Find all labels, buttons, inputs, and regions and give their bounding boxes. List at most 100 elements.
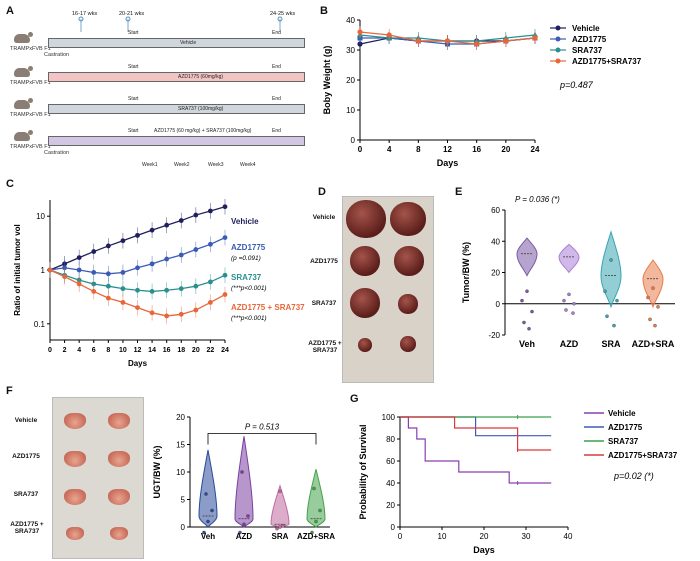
data-point: [149, 227, 155, 233]
data-point: [222, 235, 228, 241]
data-point: [193, 212, 199, 218]
tumor: [346, 200, 386, 238]
data-point: [193, 247, 199, 252]
data-point: [91, 270, 97, 275]
data-point: [193, 283, 199, 289]
mouse-icon: [14, 98, 33, 109]
timepoint-1: 16-17 wks: [72, 11, 98, 17]
x-tick-label: AZD: [236, 532, 253, 541]
mouse-icon: [14, 66, 33, 77]
legend-label: Vehicle: [608, 409, 636, 418]
legend-label: SRA737: [608, 437, 639, 446]
survival-curve: [400, 416, 552, 484]
y-axis-label: Tumor/BW (%): [461, 242, 471, 303]
series-p-value: (***p<0.001): [231, 285, 267, 292]
data-point: [242, 522, 246, 527]
legend-label: AZD1775+SRA737: [572, 57, 642, 66]
x-tick-label: 16: [163, 347, 171, 354]
x-tick-label: 10: [438, 532, 447, 541]
data-point: [120, 286, 126, 292]
data-point: [314, 519, 318, 524]
panel-d-tumor-photos: Vehicle AZD1775 SRA737 AZD1775 + SRA737: [308, 196, 434, 383]
data-point: [208, 241, 213, 247]
data-point: [567, 292, 571, 297]
start-label: Start: [128, 64, 139, 70]
data-point: [164, 313, 170, 319]
panel-label-e: E: [455, 186, 463, 198]
legend-label: Vehicle: [572, 24, 600, 33]
y-tick-label: 60: [386, 457, 395, 466]
p-value: P = 0.513: [245, 423, 280, 432]
significance-bracket: [207, 433, 317, 445]
data-point: [275, 526, 279, 531]
y-tick-label: 80: [386, 435, 395, 444]
y-tick-label: 0: [496, 300, 501, 309]
treatment-bar: [48, 136, 305, 146]
data-point: [105, 271, 111, 277]
x-tick-label: 14: [148, 347, 156, 354]
x-axis-label: Days: [128, 359, 148, 368]
x-tick-label: Veh: [519, 339, 535, 349]
x-tick-label: 4: [387, 145, 392, 154]
data-point: [135, 287, 140, 293]
data-point: [178, 218, 184, 223]
y-tick-label: -20: [488, 331, 500, 340]
y-tick-label: 0: [351, 136, 356, 145]
legend-label: AZD1775: [572, 35, 607, 44]
violin: [198, 449, 218, 528]
data-point: [562, 298, 566, 303]
x-tick-label: 10: [119, 347, 127, 354]
x-tick-label: 0: [358, 145, 363, 154]
data-point: [120, 238, 126, 244]
data-point: [312, 486, 316, 491]
legend-marker: [555, 25, 561, 31]
x-tick-label: 20: [501, 145, 510, 154]
data-point: [564, 308, 568, 312]
legend-label: AZD1775: [608, 423, 643, 432]
data-point: [135, 265, 140, 271]
tumor: [358, 338, 372, 352]
data-point: [386, 32, 392, 38]
mouse-label: TRAMPxFVB F1: [10, 144, 51, 150]
end-label: End: [272, 128, 281, 134]
x-tick-label: SRA: [272, 532, 289, 541]
photo-row-label: AZD1775: [310, 258, 338, 265]
data-point: [615, 298, 619, 303]
treatment-label: Vehicle: [180, 40, 197, 46]
p-value: P = 0.036 (*): [515, 195, 560, 204]
photo-row-label: Vehicle: [312, 214, 336, 221]
x-tick-label: 18: [177, 347, 185, 354]
data-point: [91, 249, 97, 254]
data-point: [522, 320, 526, 325]
end-label: End: [272, 96, 281, 102]
data-point: [656, 305, 660, 309]
treatment-label: AZD1775 (60 mg/kg) + SRA737 (100mg/kg): [154, 128, 252, 134]
data-point: [532, 35, 538, 41]
survival-curve: [400, 416, 552, 451]
photo-row-label: AZD1775: [12, 453, 40, 460]
violin: [234, 436, 254, 528]
ugt-tissue: [64, 489, 86, 505]
data-point: [206, 519, 210, 524]
mouse-label: TRAMPxFVB F1: [10, 46, 51, 52]
y-axis-label: Boby Weight (g): [322, 46, 332, 115]
data-point: [91, 289, 97, 294]
chart-b-body-weight: 0 10 20 30 40 0 4 8 12 16 20 24 Days Boby Weight (g) V…: [322, 16, 642, 168]
y-tick-label: 0: [391, 523, 396, 532]
start-label: Start: [128, 30, 139, 36]
x-tick-label: 20: [480, 532, 489, 541]
y-tick-label: 60: [491, 206, 500, 215]
legend-marker: [555, 47, 561, 53]
data-point: [208, 299, 213, 305]
y-tick-label: 20: [386, 501, 395, 510]
panel-label-g: G: [350, 393, 359, 405]
y-tick-label: 30: [346, 46, 355, 55]
y-tick-label: 10: [346, 106, 355, 115]
data-point: [164, 222, 170, 228]
photo-row-label: SRA737: [311, 300, 337, 307]
ugt-tissue: [110, 527, 128, 540]
data-point: [474, 41, 480, 47]
x-tick-label: 24: [531, 145, 540, 154]
series-label: SRA737: [231, 273, 262, 282]
ugt-tissue: [64, 451, 86, 467]
